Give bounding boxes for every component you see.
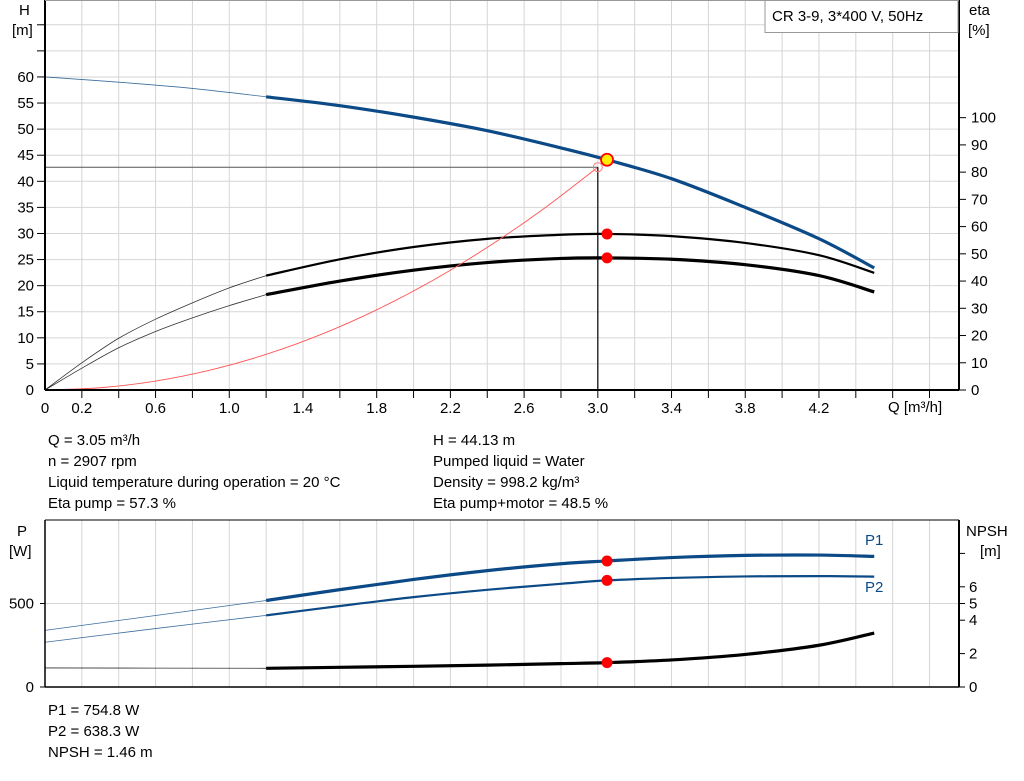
y2-tick-label: 0	[969, 679, 977, 696]
y-tick-label: 55	[17, 95, 34, 112]
y2-tick-label: 20	[971, 328, 988, 345]
y2-tick-label: 0	[971, 382, 979, 399]
info-eta-total: Eta pump+motor = 48.5 %	[433, 495, 609, 512]
y2-tick-label: 80	[971, 164, 988, 181]
info-right: H = 44.13 m Pumped liquid = Water Densit…	[433, 430, 608, 514]
y-tick-label: 45	[17, 147, 34, 164]
y2-tick-label: 5	[969, 596, 977, 613]
x-tick-label: 4.2	[809, 400, 830, 417]
y-tick-label: 0	[26, 382, 34, 399]
y2-tick-label: 2	[969, 646, 977, 663]
info-bottom: P1 = 754.8 W P2 = 638.3 W NPSH = 1.46 m	[48, 700, 153, 763]
series-label-P1: P1	[865, 532, 883, 549]
y-tick-label: 35	[17, 199, 34, 216]
x-tick-label: 0	[41, 400, 49, 417]
y2-tick-label: 100	[971, 110, 996, 127]
duty-point-p2	[601, 574, 613, 586]
x-tick-label: 1.0	[219, 400, 240, 417]
legend-box: CR 3-9, 3*400 V, 50Hz	[764, 0, 959, 33]
curve-H-thin	[44, 76, 267, 98]
curve-P1	[265, 553, 875, 603]
x-tick-label: 0.2	[71, 400, 92, 417]
y-tick-label: 15	[17, 304, 34, 321]
y-tick-label: 25	[17, 252, 34, 269]
info-density: Density = 998.2 kg/m³	[433, 474, 580, 491]
curve-H	[265, 95, 875, 270]
y-tick-label: 50	[17, 121, 34, 138]
curve-eta-pump-motor-thin	[44, 294, 267, 391]
y-tick-label: 60	[17, 69, 34, 86]
y2-tick-label: 4	[969, 612, 977, 629]
requested-point-marker	[592, 162, 603, 173]
curve-eta-pump-motor	[265, 256, 875, 297]
duty-point-eta-total	[601, 252, 613, 264]
y2-tick-label: 60	[971, 219, 988, 236]
curve-P1-thin	[44, 600, 267, 631]
y2-axis-label-NPSH: NPSH	[966, 523, 1008, 540]
info-npsh: NPSH = 1.46 m	[48, 744, 153, 761]
x-tick-label: 3.0	[587, 400, 608, 417]
curve-P2-thin	[44, 614, 267, 643]
y-axis-unit-H: [m]	[12, 22, 33, 39]
curve-eta-pump	[265, 232, 875, 277]
curves	[44, 76, 875, 670]
y-axis-label-H: H	[19, 2, 30, 19]
y2-tick-label: 70	[971, 191, 988, 208]
y2-tick-label: 90	[971, 137, 988, 154]
duty-point-p1	[601, 555, 613, 567]
bottom-grid	[45, 520, 959, 687]
info-liquid: Pumped liquid = Water	[433, 453, 585, 470]
y2-tick-label: 6	[969, 579, 977, 596]
info-p1: P1 = 754.8 W	[48, 702, 140, 719]
y-tick-label: 0	[26, 679, 34, 696]
series-label-P2: P2	[865, 579, 883, 596]
top-grid	[45, 0, 959, 390]
x-tick-label: 3.4	[661, 400, 682, 417]
duty-point-head	[600, 152, 614, 167]
y-tick-label: 10	[17, 330, 34, 347]
duty-point-eta-pump	[601, 228, 613, 240]
axes: 0 0.2 0.6 1.0 1.4 1.8 2.2 2.6 3.0 3.4 3.8 4.2 0 5 10 15…	[9, 0, 996, 696]
curve-NPSH	[266, 631, 875, 670]
x-tick-label: 2.6	[514, 400, 535, 417]
info-speed: n = 2907 rpm	[48, 453, 137, 470]
y2-axis-unit-NPSH: [m]	[980, 543, 1001, 560]
legend-title: CR 3-9, 3*400 V, 50Hz	[772, 8, 923, 25]
y2-tick-label: 40	[971, 273, 988, 290]
x-tick-label: 0.6	[145, 400, 166, 417]
y2-tick-label: 30	[971, 300, 988, 317]
curve-eta-pump-thin	[44, 275, 267, 391]
duty-point-npsh	[601, 657, 613, 669]
y-tick-label: 20	[17, 278, 34, 295]
info-flow: Q = 3.05 m³/h	[48, 432, 141, 449]
x-tick-label: 2.2	[440, 400, 461, 417]
info-eta-pump: Eta pump = 57.3 %	[48, 495, 176, 512]
x-tick-label: 3.8	[735, 400, 756, 417]
y2-tick-label: 50	[971, 246, 988, 263]
y2-axis-label-eta: eta	[969, 2, 991, 19]
y-axis-unit-P: [W]	[9, 543, 32, 560]
y-tick-label: 40	[17, 173, 34, 190]
curve-system-curve	[44, 166, 599, 391]
info-p2: P2 = 638.3 W	[48, 723, 140, 740]
x-axis-label: Q [m³/h]	[888, 399, 942, 416]
info-left: Q = 3.05 m³/h n = 2907 rpm Liquid temper…	[48, 430, 340, 514]
y2-tick-label: 10	[971, 355, 988, 372]
y-tick-label: 30	[17, 225, 34, 242]
y-tick-label: 500	[9, 596, 34, 613]
y-axis-label-P: P	[17, 523, 27, 540]
info-head: H = 44.13 m	[433, 432, 516, 449]
x-tick-label: 1.4	[293, 400, 314, 417]
x-tick-label: 1.8	[366, 400, 387, 417]
y2-axis-unit-eta: [%]	[968, 22, 990, 39]
info-temperature: Liquid temperature during operation = 20…	[48, 474, 341, 491]
y-tick-label: 5	[26, 356, 34, 373]
curve-P2	[265, 575, 875, 617]
